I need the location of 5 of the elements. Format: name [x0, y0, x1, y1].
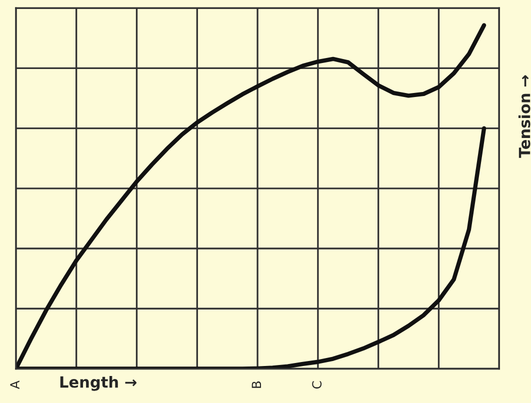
x-tick-label: C [312, 381, 322, 389]
y-axis-title: Tension → [518, 75, 530, 158]
x-tick-label: B [252, 381, 261, 388]
x-tick-label: A [10, 380, 20, 390]
x-axis-title: Length → [60, 376, 136, 391]
